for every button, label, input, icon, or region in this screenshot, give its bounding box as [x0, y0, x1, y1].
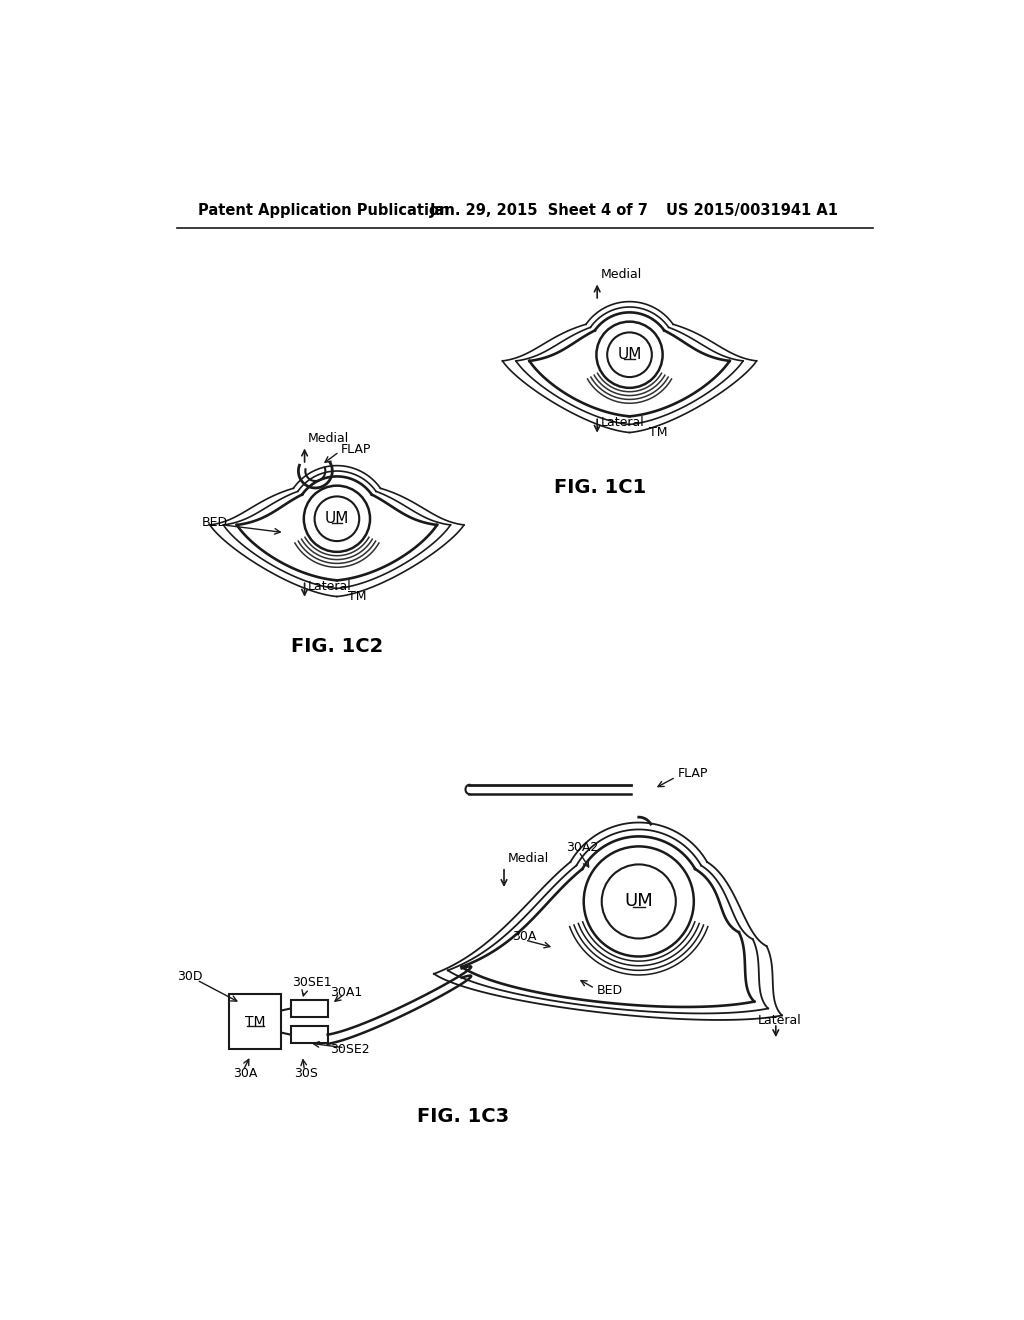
Text: US 2015/0031941 A1: US 2015/0031941 A1: [666, 203, 838, 218]
Text: UM: UM: [325, 511, 349, 527]
Text: Medial: Medial: [307, 432, 349, 445]
Text: Jan. 29, 2015  Sheet 4 of 7: Jan. 29, 2015 Sheet 4 of 7: [429, 203, 648, 218]
Text: Lateral: Lateral: [600, 416, 644, 429]
Text: Medial: Medial: [508, 853, 549, 866]
Text: FLAP: FLAP: [677, 767, 708, 780]
Text: 30A1: 30A1: [330, 986, 362, 999]
Text: Patent Application Publication: Patent Application Publication: [198, 203, 450, 218]
Text: 30A: 30A: [233, 1068, 257, 1081]
Text: TM: TM: [245, 1015, 265, 1028]
Text: 30SE1: 30SE1: [292, 977, 332, 989]
Text: UM: UM: [617, 347, 642, 362]
Text: FIG. 1C3: FIG. 1C3: [417, 1107, 509, 1126]
Text: Lateral: Lateral: [307, 579, 351, 593]
Text: Lateral: Lateral: [758, 1014, 802, 1027]
Text: Medial: Medial: [600, 268, 641, 281]
Text: TM: TM: [649, 425, 668, 438]
Text: 30S: 30S: [295, 1068, 318, 1081]
Text: 30SE2: 30SE2: [330, 1043, 370, 1056]
Text: 30A: 30A: [512, 929, 537, 942]
Text: BED: BED: [202, 516, 228, 529]
Text: 30D: 30D: [177, 970, 203, 983]
Text: FIG. 1C1: FIG. 1C1: [554, 478, 646, 496]
Text: 30A2: 30A2: [565, 841, 598, 854]
Text: BED: BED: [596, 983, 623, 997]
Text: TM: TM: [348, 590, 367, 603]
Text: FLAP: FLAP: [341, 444, 371, 455]
Text: UM: UM: [625, 892, 653, 911]
Text: FIG. 1C2: FIG. 1C2: [291, 638, 383, 656]
